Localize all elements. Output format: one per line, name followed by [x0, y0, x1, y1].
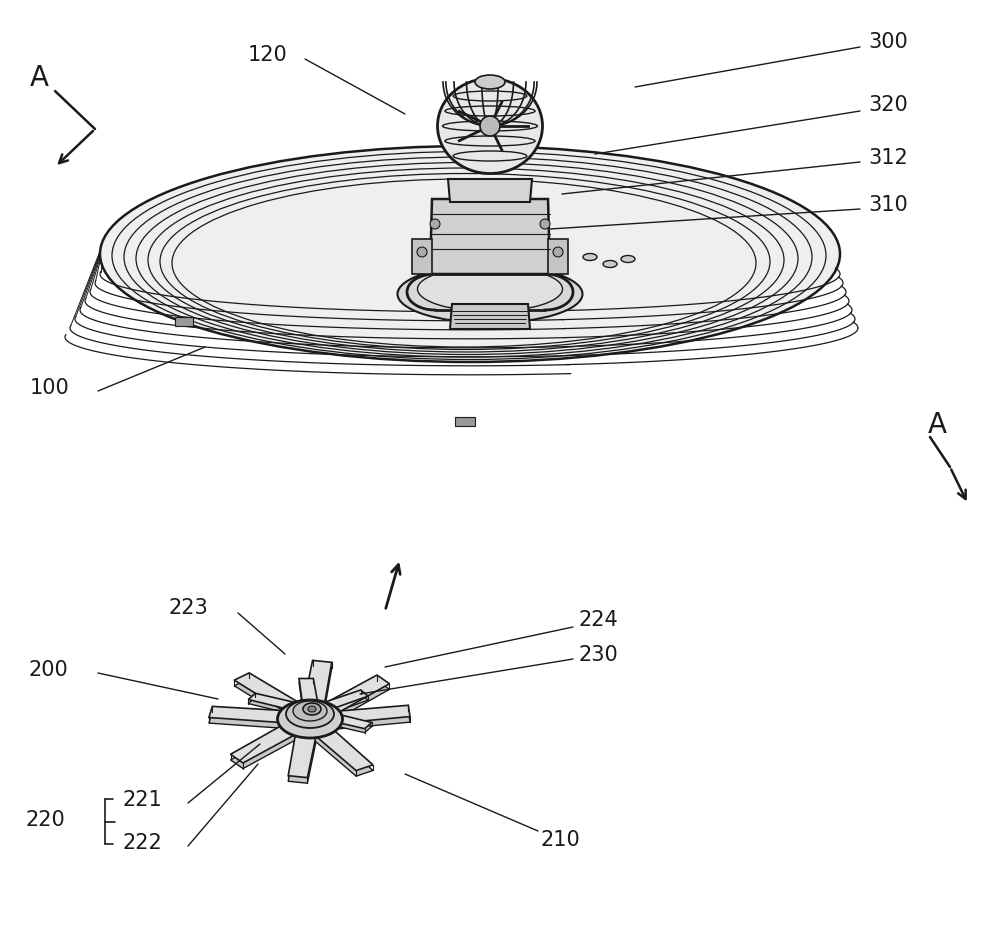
Text: 200: 200 [28, 659, 68, 679]
Polygon shape [317, 676, 389, 717]
Text: A: A [928, 411, 947, 438]
Polygon shape [299, 679, 318, 703]
Ellipse shape [438, 80, 542, 174]
Circle shape [553, 248, 563, 258]
Polygon shape [248, 693, 298, 710]
Polygon shape [327, 711, 410, 730]
Text: 312: 312 [868, 147, 908, 168]
Ellipse shape [603, 261, 617, 268]
Polygon shape [327, 705, 410, 724]
Polygon shape [310, 730, 373, 776]
Polygon shape [448, 180, 532, 203]
Text: 310: 310 [868, 195, 908, 215]
Polygon shape [322, 717, 372, 733]
Text: 230: 230 [578, 644, 618, 665]
Text: 210: 210 [540, 829, 580, 849]
Polygon shape [317, 681, 389, 723]
Text: 320: 320 [868, 95, 908, 115]
Polygon shape [234, 673, 306, 715]
Polygon shape [209, 712, 294, 729]
Polygon shape [288, 734, 317, 783]
Polygon shape [209, 706, 294, 723]
Polygon shape [412, 240, 432, 274]
Ellipse shape [475, 76, 505, 90]
Text: 220: 220 [25, 809, 65, 829]
Polygon shape [248, 698, 298, 714]
Polygon shape [231, 721, 303, 763]
Text: 223: 223 [168, 597, 208, 617]
Ellipse shape [621, 256, 635, 263]
Polygon shape [430, 200, 550, 274]
Polygon shape [299, 683, 318, 706]
Polygon shape [310, 725, 373, 770]
Polygon shape [322, 691, 368, 710]
Polygon shape [450, 305, 530, 330]
Polygon shape [322, 712, 372, 729]
Ellipse shape [308, 706, 316, 712]
Text: 100: 100 [30, 377, 70, 398]
Ellipse shape [583, 254, 597, 261]
Polygon shape [303, 661, 332, 710]
Circle shape [540, 220, 550, 230]
Ellipse shape [398, 266, 582, 324]
Circle shape [417, 248, 427, 258]
Polygon shape [303, 667, 332, 716]
Bar [455, 417, 475, 426]
Polygon shape [548, 240, 568, 274]
Text: 300: 300 [868, 32, 908, 52]
Ellipse shape [286, 700, 334, 729]
Text: 224: 224 [578, 609, 618, 629]
Polygon shape [288, 729, 317, 778]
Polygon shape [322, 694, 368, 714]
Text: A: A [30, 64, 49, 92]
Polygon shape [234, 679, 306, 720]
Ellipse shape [293, 701, 327, 721]
Ellipse shape [100, 146, 840, 362]
Text: 222: 222 [122, 832, 162, 852]
Circle shape [430, 220, 440, 230]
Ellipse shape [418, 267, 562, 312]
Text: 120: 120 [248, 44, 288, 65]
Polygon shape [231, 727, 303, 768]
Ellipse shape [303, 704, 321, 716]
Bar [175, 318, 193, 326]
Text: 221: 221 [122, 789, 162, 809]
Ellipse shape [278, 700, 343, 738]
Circle shape [480, 117, 500, 137]
Ellipse shape [486, 292, 495, 298]
